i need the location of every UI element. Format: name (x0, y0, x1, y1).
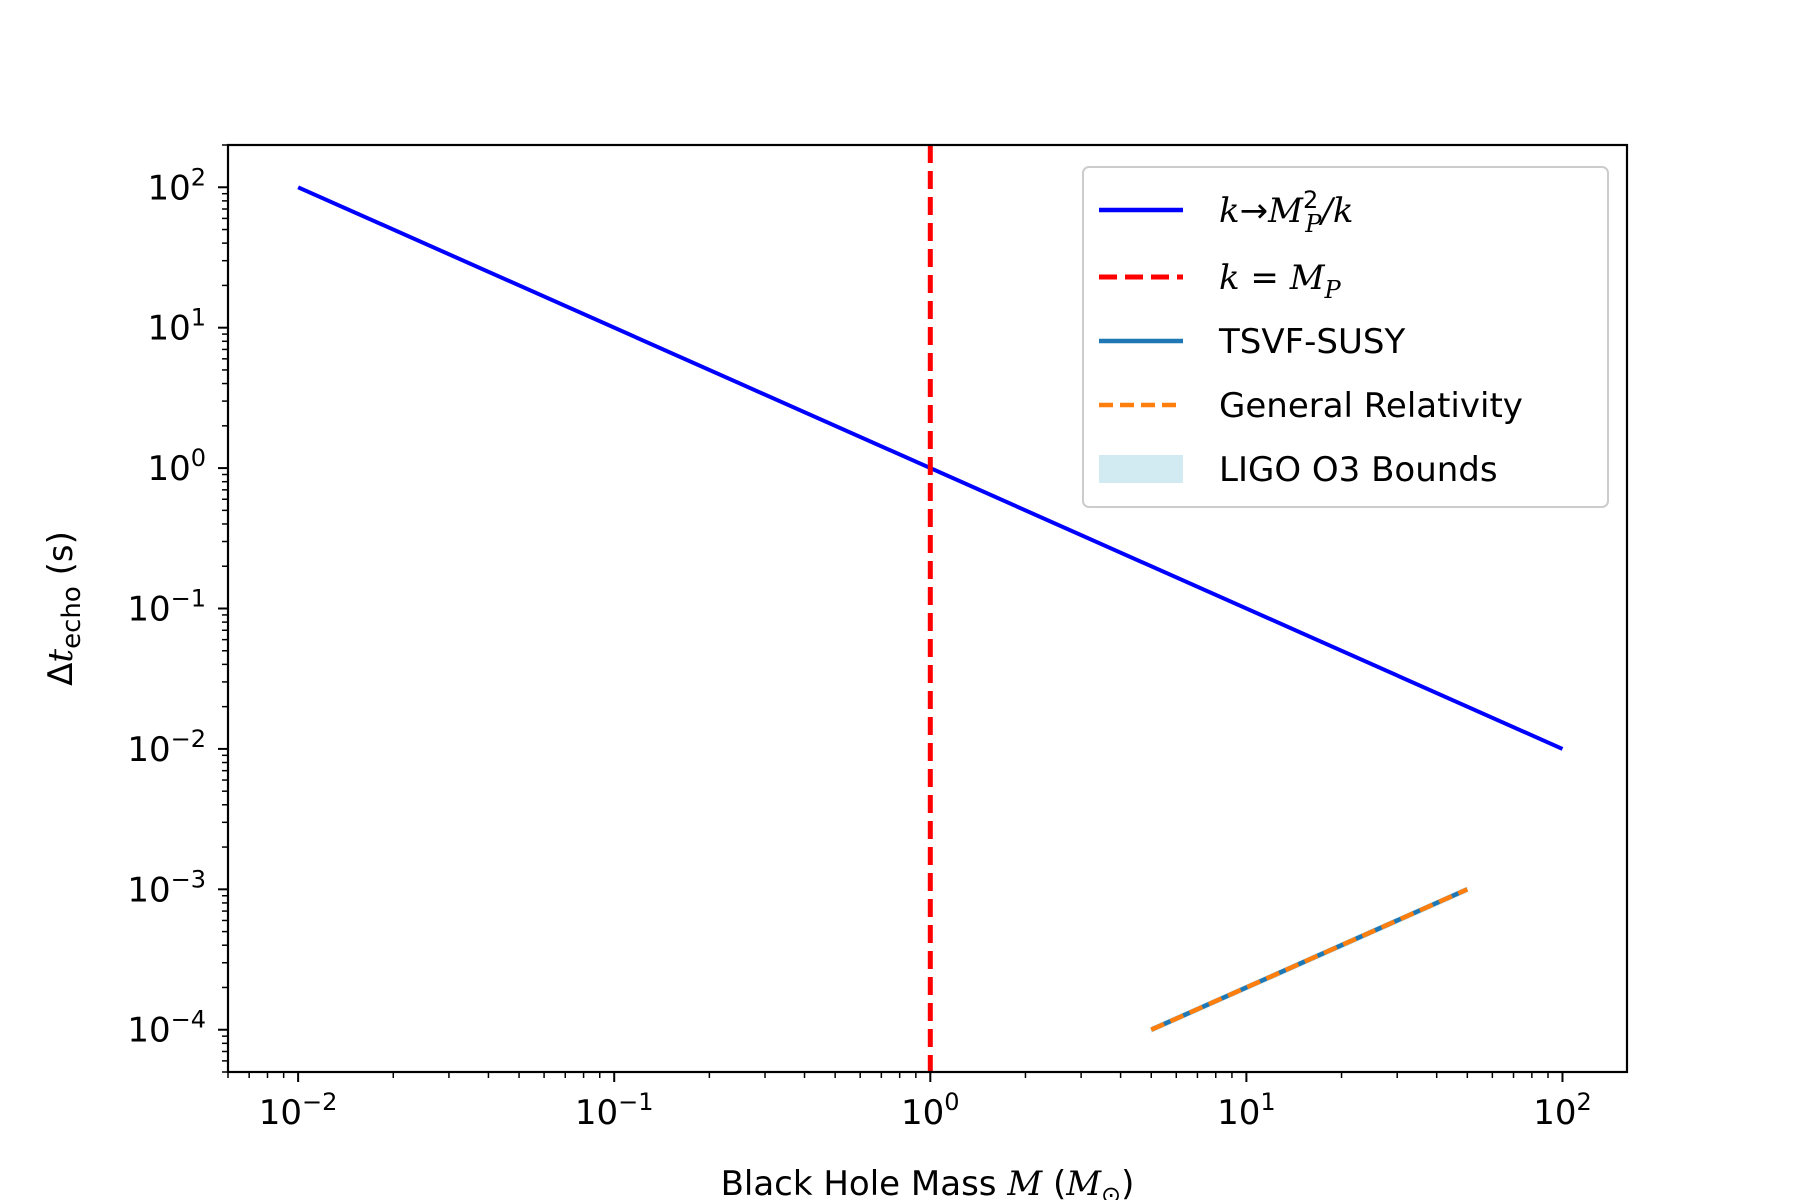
x-tick-label: 101 (1217, 1088, 1276, 1133)
legend-label: General Relativity (1219, 386, 1523, 426)
legend-item: k = MP (1099, 258, 1342, 304)
x-tick-label: 10−1 (575, 1088, 654, 1133)
axes: 10−2 10−1 100 101 102 10−4 10−3 10−2 10−1 100 101 1… (41, 143, 1629, 1200)
legend-label: LIGO O3 Bounds (1219, 450, 1498, 490)
legend-label: k = MP (1219, 258, 1342, 304)
y-tick-label: 101 (147, 304, 206, 349)
legend: k→M2 P/k k = MP TSVF-SUSY General Relativity… (1082, 166, 1609, 508)
x-tick-label: 100 (901, 1088, 960, 1133)
legend-handle-band (1099, 455, 1183, 483)
legend-item: LIGO O3 Bounds (1099, 450, 1498, 490)
y-axis-label: Δtecho (s) (41, 531, 87, 686)
legend-box (1082, 166, 1609, 508)
x-tick-label: 10−2 (259, 1088, 338, 1133)
y-tick-label: 102 (147, 163, 206, 208)
y-tick-label: 10−1 (127, 585, 206, 630)
y-tick-label: 100 (147, 444, 206, 489)
plot-area (297, 145, 1564, 1072)
y-tick-label: 10−2 (127, 725, 206, 770)
plot-series (297, 145, 1564, 1072)
series-line-general-relativity (1150, 887, 1469, 1032)
legend-label: TSVF-SUSY (1218, 322, 1405, 362)
y-tick-label: 10−3 (127, 865, 206, 910)
legend-item: TSVF-SUSY (1099, 322, 1405, 362)
legend-item: General Relativity (1099, 386, 1523, 426)
legend-label: k→M2 P/k (1219, 186, 1353, 238)
x-axis-label: Black Hole Mass M (M⊙) (721, 1164, 1135, 1200)
legend-item: k→M2 P/k (1099, 186, 1353, 238)
x-tick-label: 102 (1533, 1088, 1592, 1133)
y-tick-label: 10−4 (127, 1006, 206, 1051)
